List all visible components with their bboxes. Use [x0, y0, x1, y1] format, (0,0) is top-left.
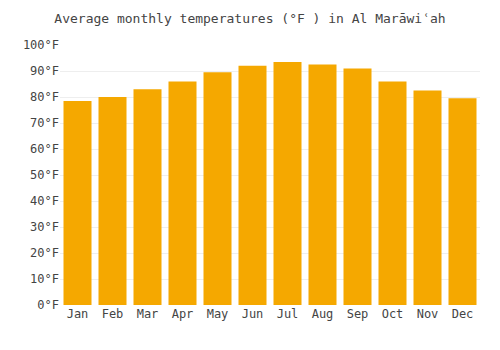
svg-text:0°F: 0°F: [37, 298, 59, 312]
svg-text:Sep: Sep: [347, 307, 369, 321]
svg-text:10°F: 10°F: [30, 272, 59, 286]
svg-text:40°F: 40°F: [30, 194, 59, 208]
svg-text:60°F: 60°F: [30, 142, 59, 156]
svg-text:Mar: Mar: [137, 307, 159, 321]
svg-text:Nov: Nov: [417, 307, 439, 321]
svg-text:Aug: Aug: [312, 307, 334, 321]
svg-text:30°F: 30°F: [30, 220, 59, 234]
svg-text:Oct: Oct: [382, 307, 404, 321]
svg-text:Apr: Apr: [172, 307, 194, 321]
svg-text:Jan: Jan: [67, 307, 89, 321]
svg-text:Feb: Feb: [102, 307, 124, 321]
svg-text:90°F: 90°F: [30, 64, 59, 78]
svg-text:May: May: [207, 307, 229, 321]
svg-text:Jun: Jun: [242, 307, 264, 321]
svg-text:100°F: 100°F: [23, 38, 59, 52]
svg-text:70°F: 70°F: [30, 116, 59, 130]
svg-text:Jul: Jul: [277, 307, 299, 321]
svg-text:80°F: 80°F: [30, 90, 59, 104]
svg-text:Dec: Dec: [452, 307, 474, 321]
svg-text:50°F: 50°F: [30, 168, 59, 182]
svg-text:20°F: 20°F: [30, 246, 59, 260]
svg-text:Average monthly temperatures (: Average monthly temperatures (°F ) in Al…: [54, 11, 445, 26]
